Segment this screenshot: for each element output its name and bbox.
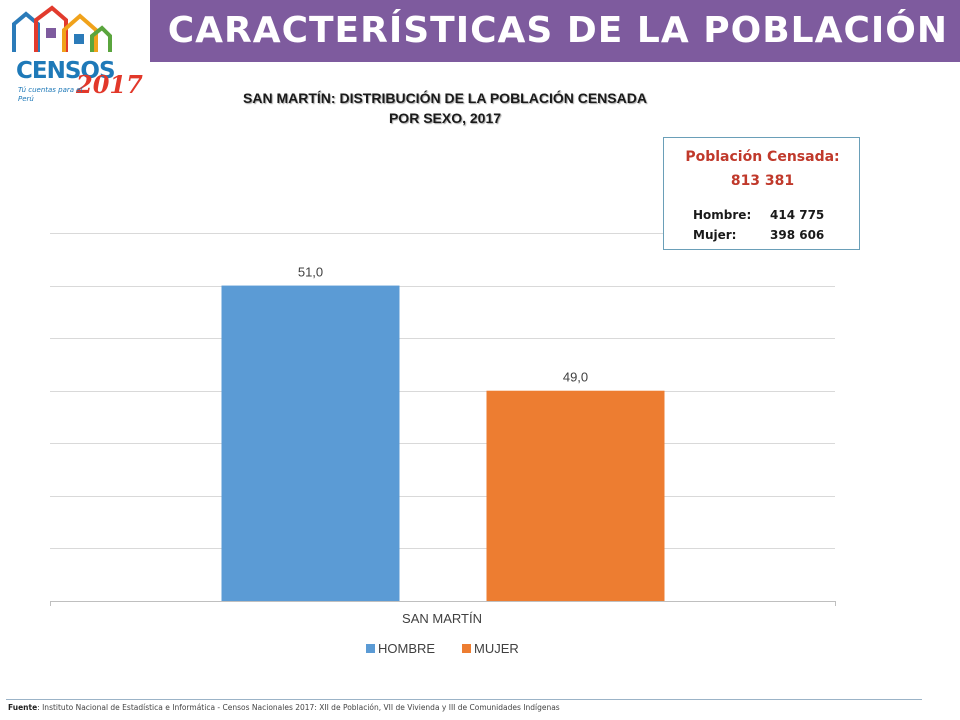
- legend-label-mujer: MUJER: [474, 641, 519, 656]
- source-label: Fuente: [8, 703, 38, 712]
- logo-tagline: Tú cuentas para el Perú: [18, 86, 83, 103]
- source-note: Fuente: Instituto Nacional de Estadístic…: [8, 703, 948, 712]
- population-info-box: Población Censada: 813 381 Hombre: 414 7…: [663, 137, 860, 250]
- chart-title-line-2: POR SEXO, 2017: [388, 110, 502, 126]
- chart-bars: [221, 285, 665, 601]
- page-title: CARACTERÍSTICAS DE LA POBLACIÓN: [167, 10, 948, 51]
- info-row-hombre-label: Hombre:: [693, 208, 752, 222]
- houses-icon: [12, 5, 112, 52]
- logo-name: CENSOS: [16, 58, 116, 84]
- chart-data-labels: 51,0 49,0: [298, 265, 588, 385]
- logo-year: 2017: [76, 70, 143, 99]
- info-box-title: Población Censada:: [685, 149, 840, 165]
- footer-divider: [6, 699, 922, 700]
- bar-hombre: [221, 285, 400, 601]
- censos-logo: CENSOS 2017 Tú cuentas para el Perú: [0, 0, 150, 110]
- source-text: : Instituto Nacional de Estadística e In…: [37, 703, 560, 712]
- legend-swatch-mujer: [462, 644, 471, 653]
- chart-title-line-1: SAN MARTÍN: DISTRIBUCIÓN DE LA POBLACIÓN…: [243, 90, 647, 106]
- legend-swatch-hombre: [366, 644, 375, 653]
- legend-label-hombre: HOMBRE: [378, 641, 435, 656]
- chart-legend: HOMBRE MUJER: [366, 641, 519, 656]
- info-row-hombre-value: 414 775: [770, 208, 825, 222]
- header-bar: CARACTERÍSTICAS DE LA POBLACIÓN: [0, 0, 960, 62]
- category-label: SAN MARTÍN: [402, 611, 482, 626]
- chart-gridlines: [50, 233, 836, 606]
- chart-title: SAN MARTÍN: DISTRIBUCIÓN DE LA POBLACIÓN…: [160, 88, 730, 128]
- info-row-mujer-label: Mujer:: [693, 228, 737, 242]
- info-box-total: 813 381: [730, 173, 795, 189]
- data-label-hombre: 51,0: [298, 265, 323, 280]
- data-label-mujer: 49,0: [563, 370, 588, 385]
- info-row-mujer-value: 398 606: [770, 228, 825, 242]
- bar-mujer: [486, 390, 665, 601]
